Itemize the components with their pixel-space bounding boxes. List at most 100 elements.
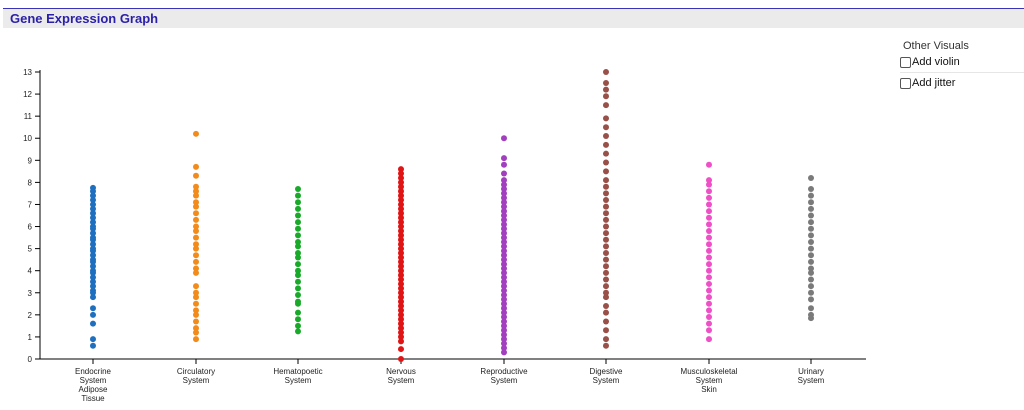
data-point xyxy=(808,212,814,219)
data-point xyxy=(398,338,404,345)
data-point xyxy=(706,177,712,184)
data-point xyxy=(501,256,507,263)
data-point xyxy=(398,183,404,190)
add-violin-label[interactable]: Add violin xyxy=(912,56,960,68)
data-point xyxy=(501,340,507,347)
data-point xyxy=(90,283,96,290)
data-point xyxy=(808,258,814,265)
data-point xyxy=(295,254,301,261)
data-point xyxy=(808,205,814,212)
data-point xyxy=(90,230,96,237)
data-point xyxy=(90,336,96,343)
data-point xyxy=(706,227,712,234)
data-point xyxy=(501,322,507,329)
data-point xyxy=(90,205,96,212)
data-point xyxy=(398,267,404,274)
x-tick-label: Urinary xyxy=(798,367,824,376)
data-point xyxy=(808,186,814,193)
data-point xyxy=(193,172,199,179)
y-tick-label: 10 xyxy=(23,134,32,143)
data-point xyxy=(501,170,507,177)
data-point xyxy=(90,294,96,301)
data-point xyxy=(603,80,609,87)
data-point xyxy=(706,161,712,168)
y-tick-label: 11 xyxy=(24,112,33,121)
data-point xyxy=(706,181,712,188)
data-point xyxy=(193,329,199,336)
data-point xyxy=(398,232,404,239)
data-point xyxy=(193,183,199,190)
data-point xyxy=(193,252,199,259)
data-point xyxy=(501,265,507,272)
data-point xyxy=(295,225,301,232)
data-point xyxy=(706,274,712,281)
data-point xyxy=(90,214,96,221)
data-point xyxy=(295,212,301,219)
data-point xyxy=(603,177,609,184)
y-tick-label: 0 xyxy=(28,355,33,364)
data-point xyxy=(398,219,404,226)
data-point xyxy=(193,245,199,252)
data-point xyxy=(501,212,507,219)
data-point xyxy=(398,192,404,199)
data-point xyxy=(193,130,199,137)
x-tick-label: System xyxy=(798,376,825,385)
data-point xyxy=(808,305,814,312)
data-point xyxy=(501,177,507,184)
add-jitter-checkbox[interactable] xyxy=(900,77,911,89)
data-point xyxy=(603,303,609,310)
data-point xyxy=(295,309,301,316)
data-point xyxy=(398,316,404,323)
add-violin-checkbox[interactable] xyxy=(900,56,911,68)
data-point xyxy=(90,287,96,294)
data-point xyxy=(603,69,609,75)
x-tick-label: Circulatory xyxy=(177,367,215,376)
data-point xyxy=(501,230,507,237)
data-point xyxy=(501,296,507,303)
data-point xyxy=(808,252,814,259)
data-point xyxy=(603,250,609,257)
data-point xyxy=(808,199,814,206)
data-point xyxy=(603,256,609,263)
data-point xyxy=(295,199,301,206)
data-point xyxy=(603,183,609,190)
data-point xyxy=(398,174,404,181)
data-point xyxy=(501,181,507,188)
data-point xyxy=(90,201,96,208)
data-point xyxy=(501,305,507,312)
data-point xyxy=(501,314,507,321)
x-tick-label: Digestive xyxy=(590,367,623,376)
data-point xyxy=(706,208,712,215)
data-point xyxy=(193,223,199,230)
data-point xyxy=(398,285,404,292)
data-point xyxy=(603,243,609,250)
data-point xyxy=(90,245,96,252)
data-point xyxy=(90,278,96,285)
data-point xyxy=(398,276,404,283)
y-tick-label: 3 xyxy=(28,289,33,298)
data-point xyxy=(398,223,404,230)
data-point xyxy=(808,225,814,232)
data-point xyxy=(706,300,712,307)
data-point xyxy=(295,322,301,329)
data-point xyxy=(603,318,609,325)
add-jitter-label[interactable]: Add jitter xyxy=(912,77,956,89)
y-tick-label: 5 xyxy=(28,245,33,254)
add-jitter-option[interactable]: Add jitter xyxy=(900,77,1024,89)
data-point xyxy=(706,214,712,221)
add-violin-option[interactable]: Add violin xyxy=(900,56,1024,68)
data-point xyxy=(295,298,301,305)
y-tick-label: 12 xyxy=(23,90,32,99)
data-point xyxy=(603,150,609,157)
data-point xyxy=(398,263,404,270)
x-tick-label: System xyxy=(183,376,210,385)
data-point xyxy=(90,219,96,226)
data-point xyxy=(295,192,301,199)
y-tick-label: 2 xyxy=(28,311,33,320)
data-point xyxy=(193,192,199,199)
data-point xyxy=(193,307,199,314)
x-tick-label: Skin xyxy=(701,385,717,394)
data-point xyxy=(706,234,712,241)
x-tick-label: System xyxy=(491,376,518,385)
x-tick-label: System xyxy=(80,376,107,385)
